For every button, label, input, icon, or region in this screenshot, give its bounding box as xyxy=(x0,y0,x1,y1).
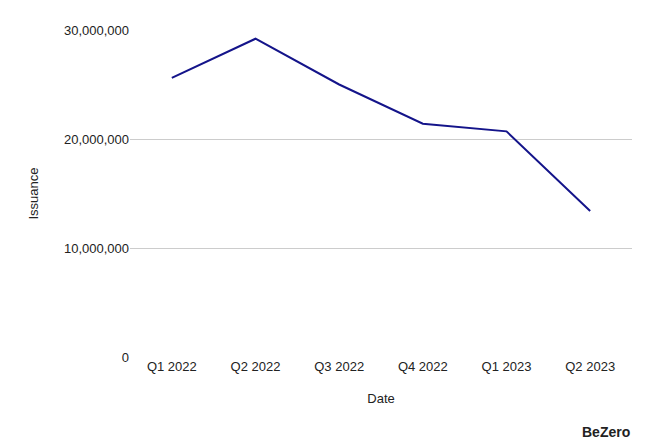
svg-text:30,000,000: 30,000,000 xyxy=(64,23,129,38)
svg-text:Date: Date xyxy=(367,391,394,406)
svg-text:Q3 2022: Q3 2022 xyxy=(314,359,364,374)
svg-text:Q2 2023: Q2 2023 xyxy=(565,359,615,374)
svg-text:Q4 2022: Q4 2022 xyxy=(398,359,448,374)
svg-text:20,000,000: 20,000,000 xyxy=(64,132,129,147)
svg-text:0: 0 xyxy=(122,350,129,365)
svg-text:10,000,000: 10,000,000 xyxy=(64,241,129,256)
svg-text:Issuance: Issuance xyxy=(26,167,41,219)
svg-text:Q1 2022: Q1 2022 xyxy=(147,359,197,374)
svg-text:BeZero: BeZero xyxy=(582,424,630,440)
svg-text:Q2 2022: Q2 2022 xyxy=(231,359,281,374)
svg-text:Q1 2023: Q1 2023 xyxy=(482,359,532,374)
